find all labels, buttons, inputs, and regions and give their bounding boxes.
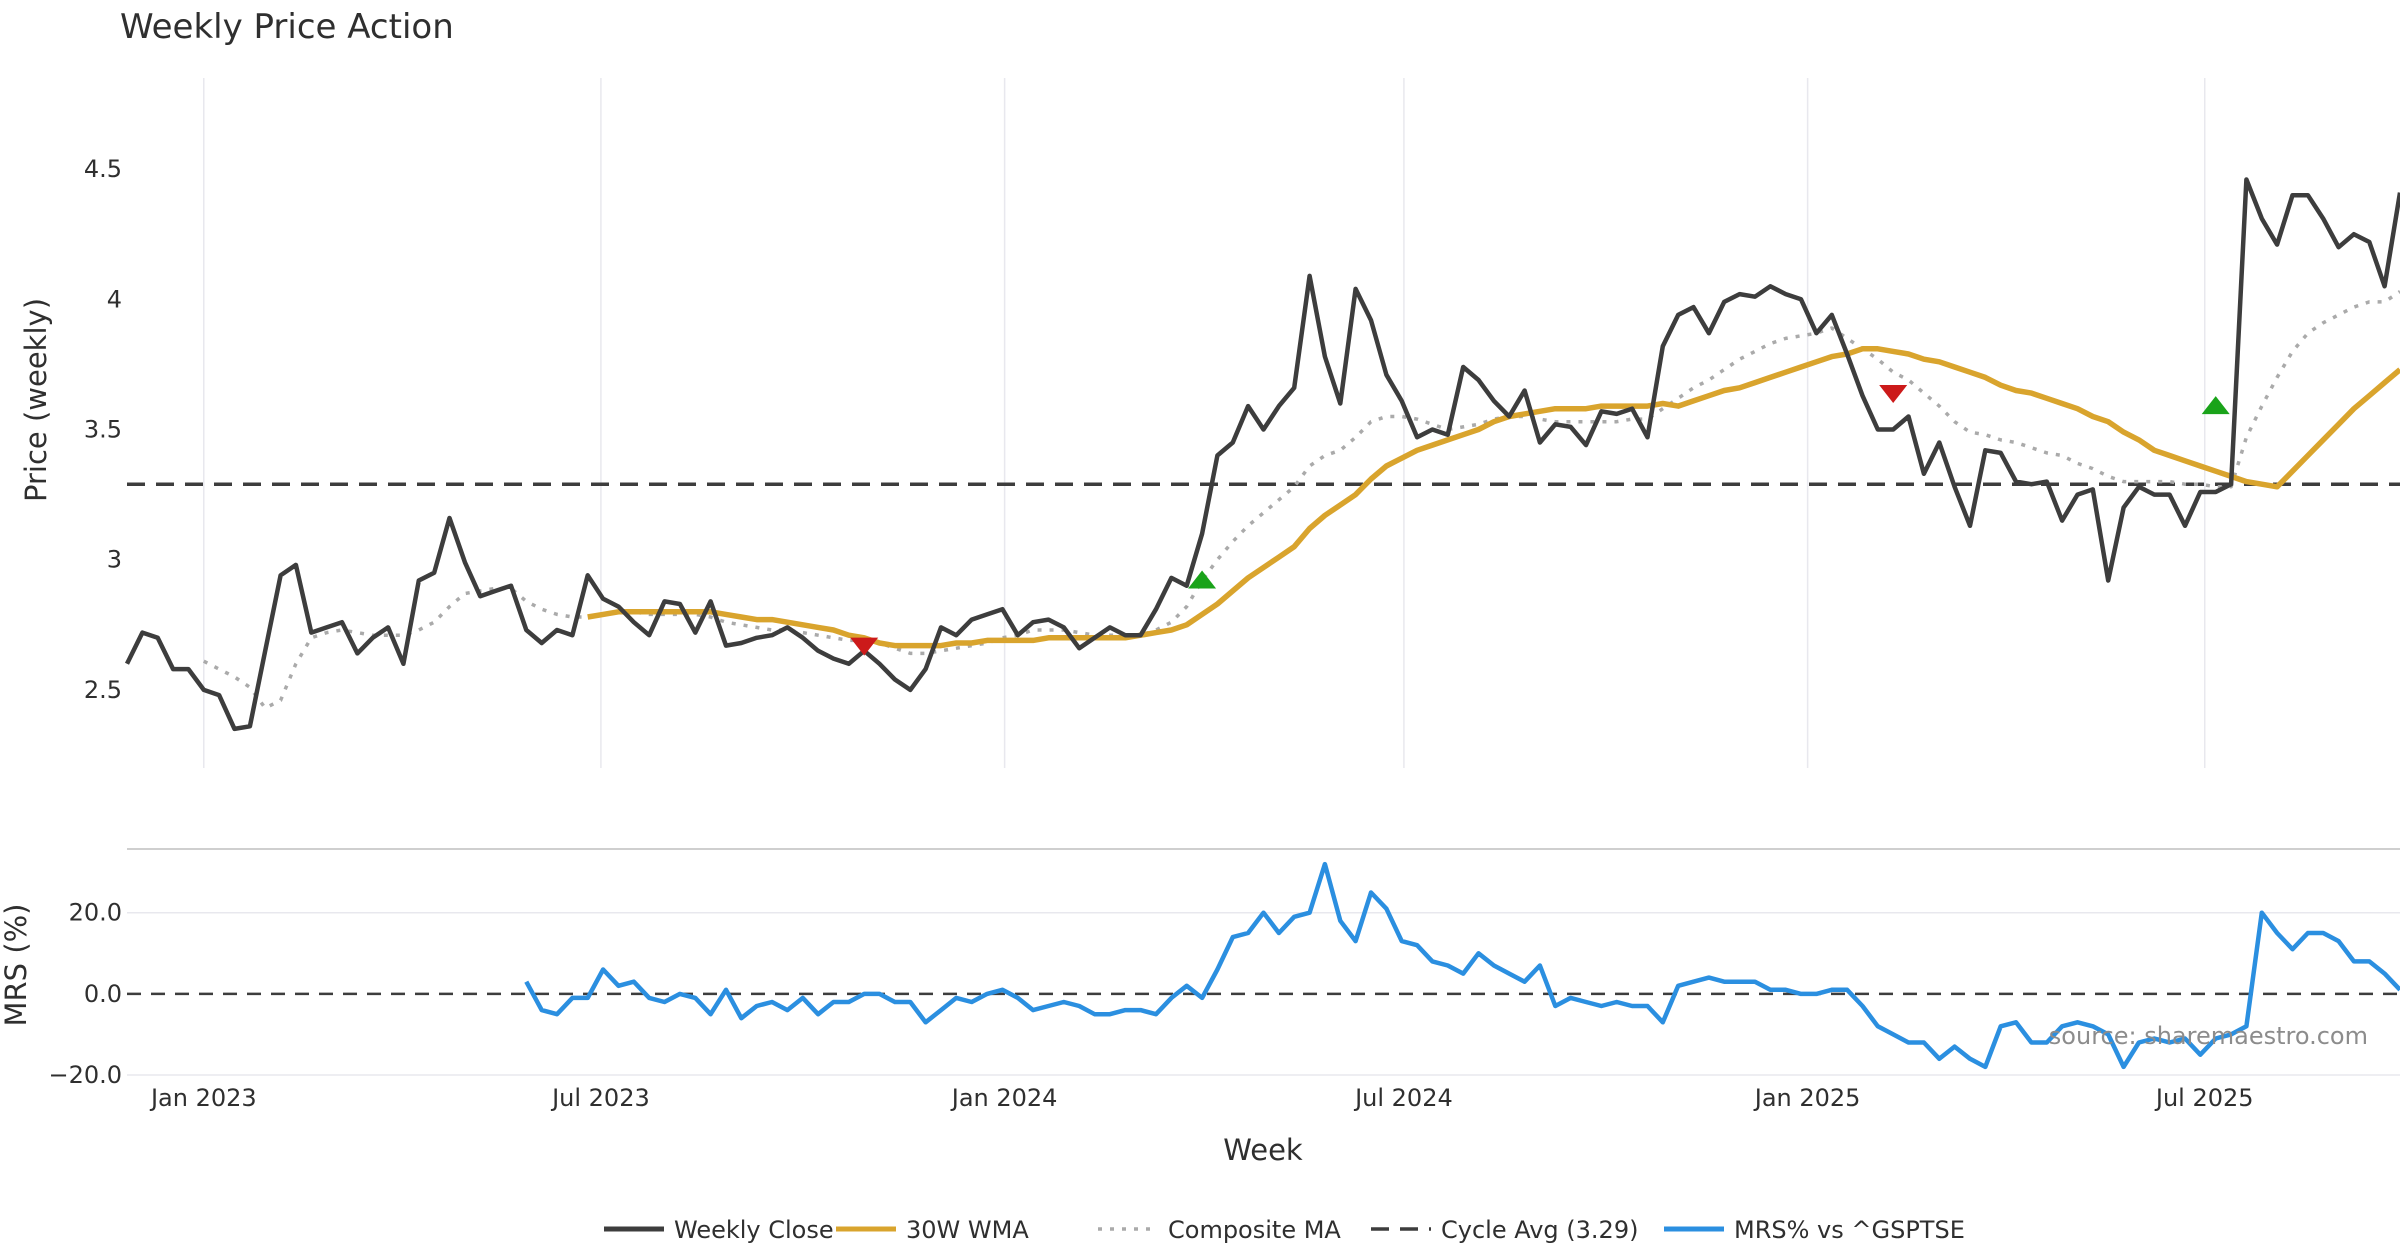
x-tick-labels: Jan 2023 Jul 2023 Jan 2024 Jul 2024 Jan 2025… — [149, 1084, 2254, 1112]
source-text: source: sharemaestro.com — [2049, 1022, 2368, 1050]
chart-title: Weekly Price Action — [120, 7, 454, 47]
legend-label: Weekly Close — [674, 1216, 834, 1244]
x-tick-label: Jul 2024 — [1353, 1084, 1453, 1112]
mrs-y-tick-label: 0.0 — [84, 980, 122, 1008]
mrs-line — [524, 861, 2400, 1070]
price-series — [124, 177, 2400, 732]
buy-signal-marker — [2201, 396, 2230, 415]
mrs-series — [127, 861, 2400, 1070]
30w-wma-line — [587, 346, 2400, 649]
price-y-tick-label: 3.5 — [84, 416, 122, 444]
sell-signal-marker — [1879, 385, 1908, 404]
composite-ma-line — [202, 290, 2400, 710]
mrs-y-axis-label: MRS (%) — [0, 904, 33, 1027]
legend-label: Cycle Avg (3.29) — [1441, 1216, 1638, 1244]
x-tick-label: Jul 2023 — [550, 1084, 650, 1112]
x-tick-label: Jan 2024 — [950, 1084, 1058, 1112]
x-tick-label: Jul 2025 — [2154, 1084, 2254, 1112]
chart-legend: Weekly Close 30W WMA Composite MA Cycle Avg… — [604, 1216, 1965, 1244]
buy-signal-marker — [1188, 570, 1217, 589]
price-y-tick-label: 4.5 — [84, 155, 122, 183]
price-panel-gridlines — [203, 78, 2206, 768]
price-y-tick-label: 2.5 — [84, 676, 122, 704]
mrs-y-tick-label: 20.0 — [69, 899, 122, 927]
x-axis-label: Week — [1223, 1133, 1303, 1167]
legend-label: 30W WMA — [906, 1216, 1029, 1244]
x-tick-label: Jan 2023 — [149, 1084, 257, 1112]
signal-markers — [850, 385, 2230, 656]
legend-label: Composite MA — [1168, 1216, 1341, 1244]
mrs-y-tick-label: −20.0 — [48, 1061, 122, 1089]
price-y-tick-label: 3 — [107, 546, 122, 574]
sell-signal-marker — [850, 637, 879, 656]
price-y-axis-label: Price (weekly) — [19, 298, 53, 502]
x-tick-label: Jan 2025 — [1753, 1084, 1861, 1112]
legend-label: MRS% vs ^GSPTSE — [1734, 1216, 1965, 1244]
mrs-y-tick-labels: −20.0 0.0 20.0 — [48, 899, 122, 1089]
price-y-tick-labels: 2.5 3 3.5 4 4.5 — [84, 155, 122, 704]
price-y-tick-label: 4 — [107, 285, 122, 313]
weekly-close-line — [124, 177, 2400, 732]
